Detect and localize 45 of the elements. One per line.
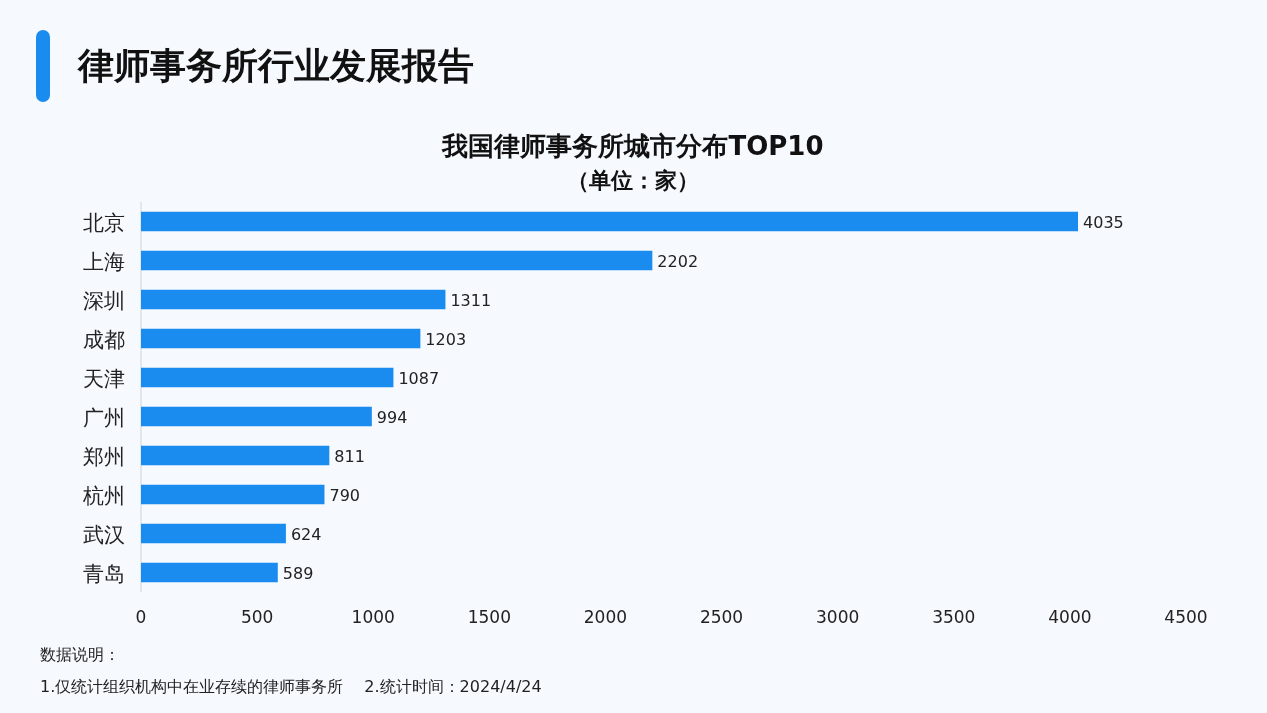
data-label: 4035 <box>1083 212 1124 232</box>
bar <box>141 562 278 583</box>
y-tick-label: 广州 <box>83 405 125 430</box>
text: 1.仅统计组织机构中在业存续的律师事务所 2.统计时间：2024/4/24 <box>40 677 542 696</box>
data-label: 589 <box>282 563 314 583</box>
text: 数据说明： <box>40 645 120 664</box>
y-tick-label: 青岛 <box>83 561 125 586</box>
y-tick-label: 武汉 <box>83 522 125 547</box>
y-tick-label: 杭州 <box>82 483 125 508</box>
chart-title: 我国律师事务所城市分布TOP10 <box>441 131 824 161</box>
y-tick-label: 深圳 <box>83 288 125 313</box>
x-tick-label: 2000 <box>583 607 628 627</box>
y-tick-label: 上海 <box>83 249 125 274</box>
y-tick-label: 北京 <box>83 210 125 235</box>
bar <box>141 484 325 505</box>
bar <box>141 523 286 544</box>
bar <box>141 406 372 427</box>
data-label: 624 <box>290 524 322 544</box>
x-tick-label: 3000 <box>816 607 860 627</box>
x-tick-label: 4500 <box>1164 607 1208 627</box>
text: 律师事务所行业发展报告 <box>77 45 474 86</box>
x-tick-label: 4000 <box>1048 607 1092 627</box>
data-label: 2202 <box>657 251 699 271</box>
data-label: 811 <box>334 446 365 466</box>
data-label: 790 <box>329 485 360 505</box>
x-tick-label: 500 <box>240 607 274 627</box>
x-tick-label: 0 <box>135 607 147 627</box>
bar <box>141 328 421 349</box>
x-tick-label: 3500 <box>932 607 976 627</box>
data-label: 1087 <box>398 368 440 388</box>
data-label: 1311 <box>450 290 492 310</box>
chart-subtitle: （单位：家） <box>567 168 699 193</box>
x-tick-label: 2500 <box>699 607 744 627</box>
y-tick-label: 郑州 <box>83 444 125 469</box>
x-tick-label: 1500 <box>467 607 511 627</box>
data-label: 1203 <box>425 329 467 349</box>
data-label: 994 <box>376 407 408 427</box>
x-tick-label: 1000 <box>351 607 395 627</box>
bar <box>141 445 330 466</box>
y-tick-label: 天津 <box>83 366 125 391</box>
bar <box>141 289 446 310</box>
bar <box>141 367 394 388</box>
bar <box>141 211 1079 232</box>
bar <box>141 250 653 271</box>
y-tick-label: 成都 <box>83 327 125 352</box>
